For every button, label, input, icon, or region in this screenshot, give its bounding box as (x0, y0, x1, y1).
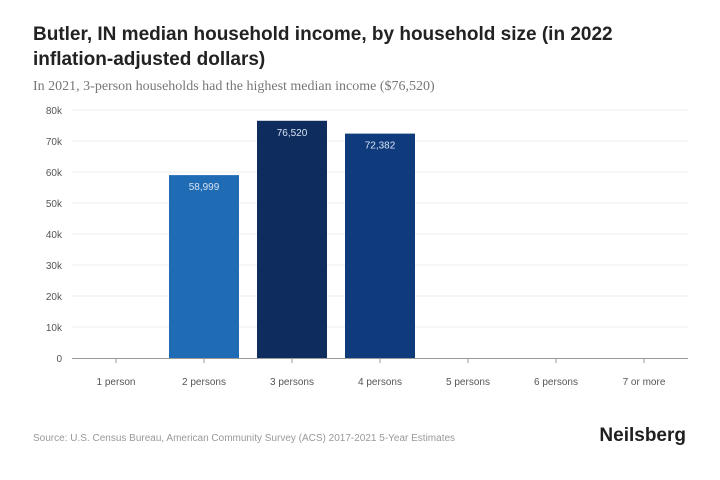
bar (257, 120, 327, 359)
y-tick-label: 50k (46, 199, 63, 210)
x-axis-ticks: 1 person 2 persons 3 persons 4 persons 5 per… (97, 358, 666, 388)
bar-value-label: 76,520 (277, 128, 308, 139)
y-tick-label: 40k (46, 230, 63, 241)
x-tick-label: 5 persons (446, 377, 490, 388)
source-note: Source: U.S. Census Bureau, American Com… (33, 433, 456, 444)
y-tick-label: 10k (46, 323, 63, 334)
y-tick-label: 60k (46, 168, 63, 179)
x-tick-label: 7 or more (623, 377, 666, 388)
bars: 58,999 76,520 72,382 (169, 120, 415, 359)
bar (345, 133, 415, 358)
brand-logo: Neilsberg (599, 425, 686, 446)
y-tick-label: 0 (56, 354, 62, 365)
chart-title: Butler, IN median household income, by h… (33, 24, 613, 70)
y-tick-label: 30k (46, 261, 63, 272)
x-tick-label: 4 persons (358, 377, 402, 388)
y-axis-ticks: 0 10k 20k 30k 40k 50k 60k 70k 80k (46, 106, 63, 365)
chart-subtitle: In 2021, 3-person households had the hig… (33, 79, 435, 94)
bar (169, 175, 239, 358)
bar-value-label: 58,999 (189, 182, 220, 193)
x-tick-label: 1 person (97, 377, 136, 388)
x-tick-label: 3 persons (270, 377, 314, 388)
y-tick-label: 20k (46, 292, 63, 303)
bar-value-label: 72,382 (365, 141, 396, 152)
x-tick-label: 2 persons (182, 377, 226, 388)
y-tick-label: 70k (46, 137, 63, 148)
y-tick-label: 80k (46, 106, 63, 117)
x-tick-label: 6 persons (534, 377, 578, 388)
